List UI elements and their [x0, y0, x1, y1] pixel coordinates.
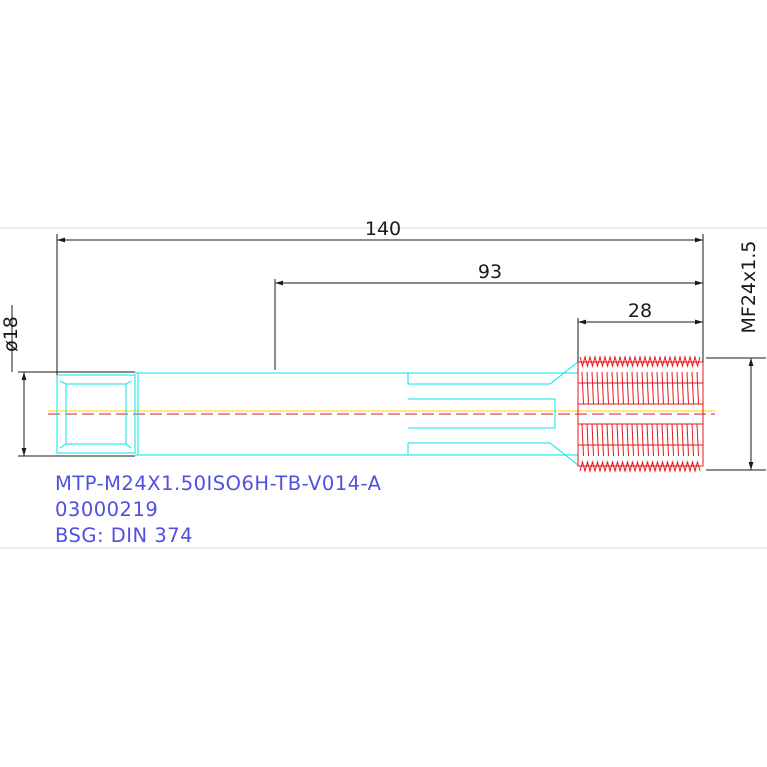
dim-text-thread-size: MF24x1.5	[738, 241, 760, 334]
standard-reference: BSG: DIN 374	[55, 524, 194, 547]
dim-text-overall-length: 140	[365, 218, 401, 240]
part-number: 03000219	[55, 498, 159, 521]
dim-text-shank-diameter: ø18	[0, 316, 22, 352]
dim-text-thread-length: 28	[628, 300, 652, 322]
dimension-lines	[11, 237, 754, 470]
centerline	[48, 410, 715, 415]
extension-lines	[18, 234, 766, 471]
drawing-frame	[0, 227, 767, 549]
thread-section	[577, 355, 704, 473]
dim-text-shank-to-end: 93	[478, 261, 502, 283]
tool-body-outline	[56, 361, 579, 466]
part-label-block: MTP-M24X1.50ISO6H-TB-V014-A 03000219 BSG…	[55, 471, 382, 549]
part-code: MTP-M24X1.50ISO6H-TB-V014-A	[55, 472, 382, 495]
